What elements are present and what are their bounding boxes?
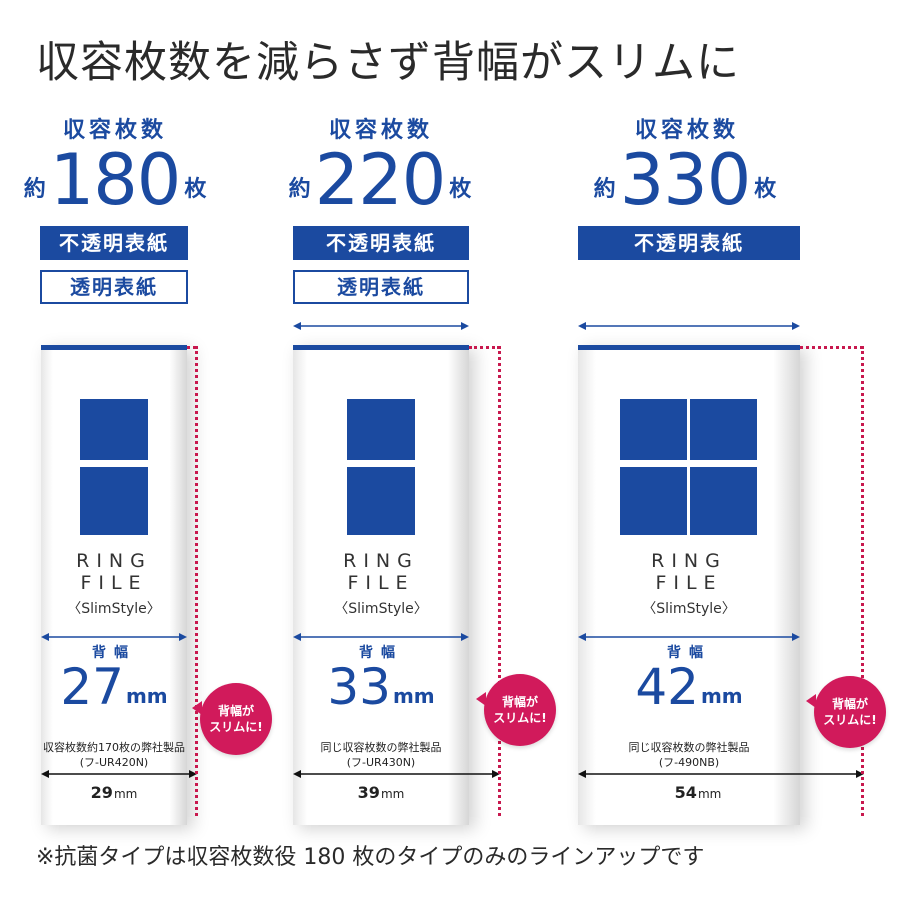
compare-width-number: 54 [674, 783, 697, 802]
back-width-label: 背幅 [92, 645, 136, 661]
headline: 収容枚数を減らさず背幅がスリムに [36, 38, 740, 88]
capacity-number: 180 [49, 139, 182, 221]
capacity-number: 330 [619, 139, 752, 221]
spine-square-bottom-right [690, 467, 757, 535]
back-width-value: 33 mm [293, 660, 469, 712]
compare-model: (フ-490NB) [658, 756, 720, 769]
spine-title-line-2: FILE [80, 572, 148, 594]
footnote: ※抗菌タイプは収容枚数役 180 枚のタイプのみのラインアップです [36, 845, 705, 870]
compare-outline [195, 346, 198, 816]
compare-width-unit: mm [113, 787, 138, 801]
compare-width: 54 mm [578, 783, 818, 802]
back-width-unit: mm [125, 684, 168, 708]
compare-model: (フ-UR430N) [346, 756, 416, 769]
compare-outline-top [187, 346, 196, 349]
slim-badge: 背幅が スリムに! [192, 683, 272, 755]
compare-width-arrow [41, 770, 197, 778]
spine-title: RING FILE [41, 550, 187, 594]
compare-note: 収容枚数約170枚の弊社製品 [43, 741, 185, 754]
back-width-number: 42 [635, 658, 699, 716]
spine-title-line-1: RING [343, 550, 419, 572]
cover-tag-opaque: 不透明表紙 [578, 226, 800, 260]
cover-tag-opaque: 不透明表紙 [293, 226, 469, 260]
compare-width-unit: mm [380, 787, 405, 801]
spine-title-line-2: FILE [655, 572, 723, 594]
capacity-caption: 収容枚数 [62, 118, 167, 143]
spine-square-bottom-left [620, 467, 687, 535]
compare-width: 29 mm [41, 783, 187, 802]
capacity-caption: 収容枚数 [634, 118, 739, 143]
compare-model: (フ-UR420N) [79, 756, 149, 769]
slim-badge: 背幅が スリムに! [476, 674, 556, 746]
cover-tag-clear: 透明表紙 [40, 270, 188, 304]
capacity-prefix: 約 [288, 177, 311, 202]
column-220: 収容枚数 約 220 枚 不透明表紙 透明表紙 RING FILE 〈SlimS… [0, 0, 556, 825]
back-width-arrow [293, 633, 469, 641]
compare-note: 同じ収容枚数の弊社製品 [628, 741, 750, 754]
back-width-arrow [578, 633, 800, 641]
compare-outline [861, 346, 864, 816]
spine-subtitle: 〈SlimStyle〉 [67, 601, 161, 617]
capacity-count: 約 180 枚 [24, 139, 207, 221]
spine-square-top [347, 399, 415, 460]
back-width-value: 27 mm [41, 660, 187, 712]
back-width-unit: mm [392, 684, 435, 708]
back-width-value: 42 mm [578, 660, 800, 712]
spine-subtitle: 〈SlimStyle〉 [334, 601, 428, 617]
slim-badge-text: 背幅が スリムに! [209, 704, 263, 734]
column-330: 収容枚数 約 330 枚 不透明表紙 RING FILE 〈SlimStyle〉… [0, 0, 886, 825]
capacity-count: 約 220 枚 [280, 143, 480, 215]
cover-tag-opaque: 不透明表紙 [40, 226, 188, 260]
compare-width-arrow [578, 770, 864, 778]
back-width-label: 背幅 [667, 645, 711, 661]
spine-title: RING FILE [578, 550, 800, 594]
compare-outline [498, 346, 501, 816]
slim-badge-text: 背幅が スリムに! [493, 695, 547, 725]
compare-note: 同じ収容枚数の弊社製品 [320, 741, 442, 754]
compare-width-number: 29 [90, 783, 113, 802]
cover-tag-clear: 透明表紙 [293, 270, 469, 304]
capacity-count: 約 330 枚 [580, 143, 790, 215]
spine-square-bottom [347, 467, 415, 535]
slim-badge-text: 背幅が スリムに! [823, 697, 877, 727]
back-width-number: 27 [60, 658, 124, 716]
capacity-suffix: 枚 [449, 177, 472, 202]
compare-width-unit: mm [697, 787, 722, 801]
compare-outline-top [469, 346, 500, 349]
compare-width-arrow [293, 770, 500, 778]
spine-square-top-right [690, 399, 757, 460]
capacity-prefix: 約 [23, 177, 46, 202]
back-width-number: 33 [327, 658, 391, 716]
top-width-arrow [293, 322, 469, 330]
spine-square-top-left [620, 399, 687, 460]
binder-spine [578, 345, 800, 825]
back-width-label: 背幅 [359, 645, 403, 661]
capacity-caption: 収容枚数 [328, 118, 433, 143]
back-width-unit: mm [700, 684, 743, 708]
spine-title-line-2: FILE [347, 572, 415, 594]
compare-width: 39 mm [293, 783, 469, 802]
compare-outline-top [800, 346, 863, 349]
back-width-arrow [41, 633, 187, 641]
column-180: 収容枚数 約 180 枚 不透明表紙 透明表紙 RING FILE 〈SlimS… [0, 0, 272, 825]
spine-title-line-1: RING [651, 550, 727, 572]
capacity-number: 220 [314, 139, 447, 221]
slim-badge: 背幅が スリムに! [806, 676, 886, 748]
capacity-suffix: 枚 [754, 177, 777, 202]
capacity-suffix: 枚 [184, 177, 207, 202]
spine-square-bottom [80, 467, 148, 535]
top-width-arrow [578, 322, 800, 330]
spine-square-top [80, 399, 148, 460]
compare-width-number: 39 [357, 783, 380, 802]
spine-title-line-1: RING [76, 550, 152, 572]
spine-subtitle: 〈SlimStyle〉 [642, 601, 736, 617]
spine-title: RING FILE [293, 550, 469, 594]
capacity-prefix: 約 [593, 177, 616, 202]
